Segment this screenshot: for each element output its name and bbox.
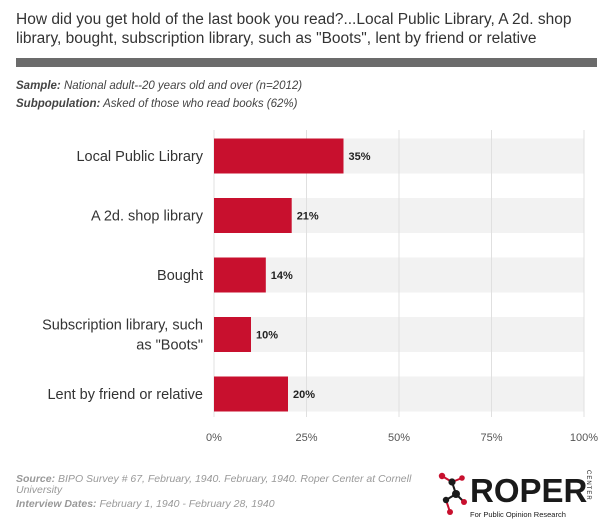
bar — [214, 198, 292, 233]
category-label-line: A 2d. shop library — [91, 209, 204, 225]
roper-center-logo: ROPER CENTER For Public Opinion Research — [436, 466, 596, 522]
x-tick-label: 0% — [206, 432, 222, 444]
source-text: BIPO Survey # 67, February, 1940. Februa… — [16, 473, 412, 496]
category-label-line: Bought — [157, 268, 203, 284]
category-label: Lent by friend or relative — [47, 387, 203, 403]
bar — [214, 138, 344, 174]
category-label: Subscription library, such as "Boots" — [42, 318, 203, 354]
logo-tagline: For Public Opinion Research — [470, 510, 566, 519]
data-label: 10% — [256, 330, 278, 342]
sample-text: National adult--20 years old and over (n… — [63, 80, 303, 92]
x-tick-label: 50% — [388, 432, 410, 444]
dates-text: February 1, 1940 - February 28, 1940 — [99, 498, 275, 510]
data-label: 35% — [349, 151, 371, 163]
sample-info: Sample: National adult--20 years old and… — [16, 80, 302, 92]
category-label-line: Subscription library, such — [42, 318, 203, 334]
x-tick-label: 75% — [480, 432, 502, 444]
data-label: 14% — [271, 270, 293, 282]
dates-label: Interview Dates: — [16, 498, 97, 510]
interview-dates: Interview Dates: February 1, 1940 - Febr… — [16, 499, 275, 510]
sample-label: Sample: — [16, 80, 61, 92]
bar-chart: 35% Local Public Library 21% A 2d. shop lib… — [42, 130, 598, 444]
source-note: Source: BIPO Survey # 67, February, 1940… — [16, 474, 436, 496]
category-label: A 2d. shop library — [91, 209, 204, 225]
subpopulation-label: Subpopulation: — [16, 98, 101, 110]
subpopulation-info: Subpopulation: Asked of those who read b… — [16, 98, 297, 110]
logo-center-label: CENTER — [585, 470, 591, 501]
source-label: Source: — [16, 473, 56, 485]
data-label: 20% — [293, 389, 315, 401]
data-label: 21% — [297, 211, 319, 223]
category-label-line: as "Boots" — [136, 338, 203, 354]
x-tick-label: 25% — [295, 432, 317, 444]
roper-molecule-icon — [438, 472, 467, 515]
logo-wordmark: ROPER — [470, 472, 588, 509]
category-label: Local Public Library — [76, 149, 203, 165]
subpopulation-text: Asked of those who read books (62%) — [103, 98, 298, 110]
bar — [214, 257, 266, 293]
title-divider — [16, 58, 597, 67]
category-label-line: Lent by friend or relative — [47, 387, 203, 403]
category-label-line: Local Public Library — [76, 149, 203, 165]
chart-title: How did you get hold of the last book yo… — [16, 11, 572, 47]
bar — [214, 317, 251, 352]
category-label: Bought — [157, 268, 203, 284]
x-tick-label: 100% — [570, 432, 598, 444]
bar — [214, 376, 288, 412]
